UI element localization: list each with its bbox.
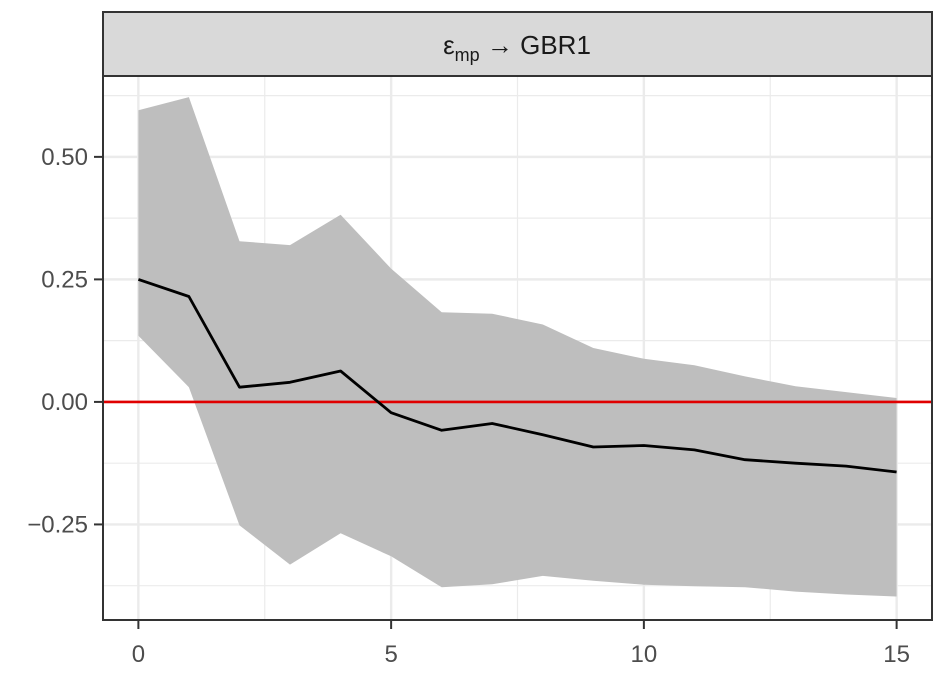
x-tick-label: 0: [132, 641, 145, 668]
title-subscript: mp: [455, 45, 480, 65]
facet-strip-title: εmp → GBR1: [443, 30, 591, 65]
x-tick-label: 10: [631, 641, 658, 668]
y-axis: −0.25 0.00 0.25 0.50: [27, 144, 103, 538]
y-tick-label: −0.25: [27, 511, 88, 538]
title-symbol: ε: [443, 30, 455, 60]
title-rest: → GBR1: [480, 30, 591, 60]
x-tick-label: 15: [883, 641, 910, 668]
impulse-response-line: [137, 278, 897, 474]
y-tick-label: 0.00: [41, 389, 88, 416]
y-tick-label: 0.25: [41, 266, 88, 293]
y-tick-label: 0.50: [41, 144, 88, 171]
plot-panel-border: [102, 75, 933, 621]
facet-strip: [102, 11, 933, 77]
x-axis: 0 5 10 15: [132, 620, 910, 668]
marks: [103, 97, 932, 597]
x-tick-label: 5: [384, 641, 397, 668]
confidence-band: [138, 97, 897, 597]
